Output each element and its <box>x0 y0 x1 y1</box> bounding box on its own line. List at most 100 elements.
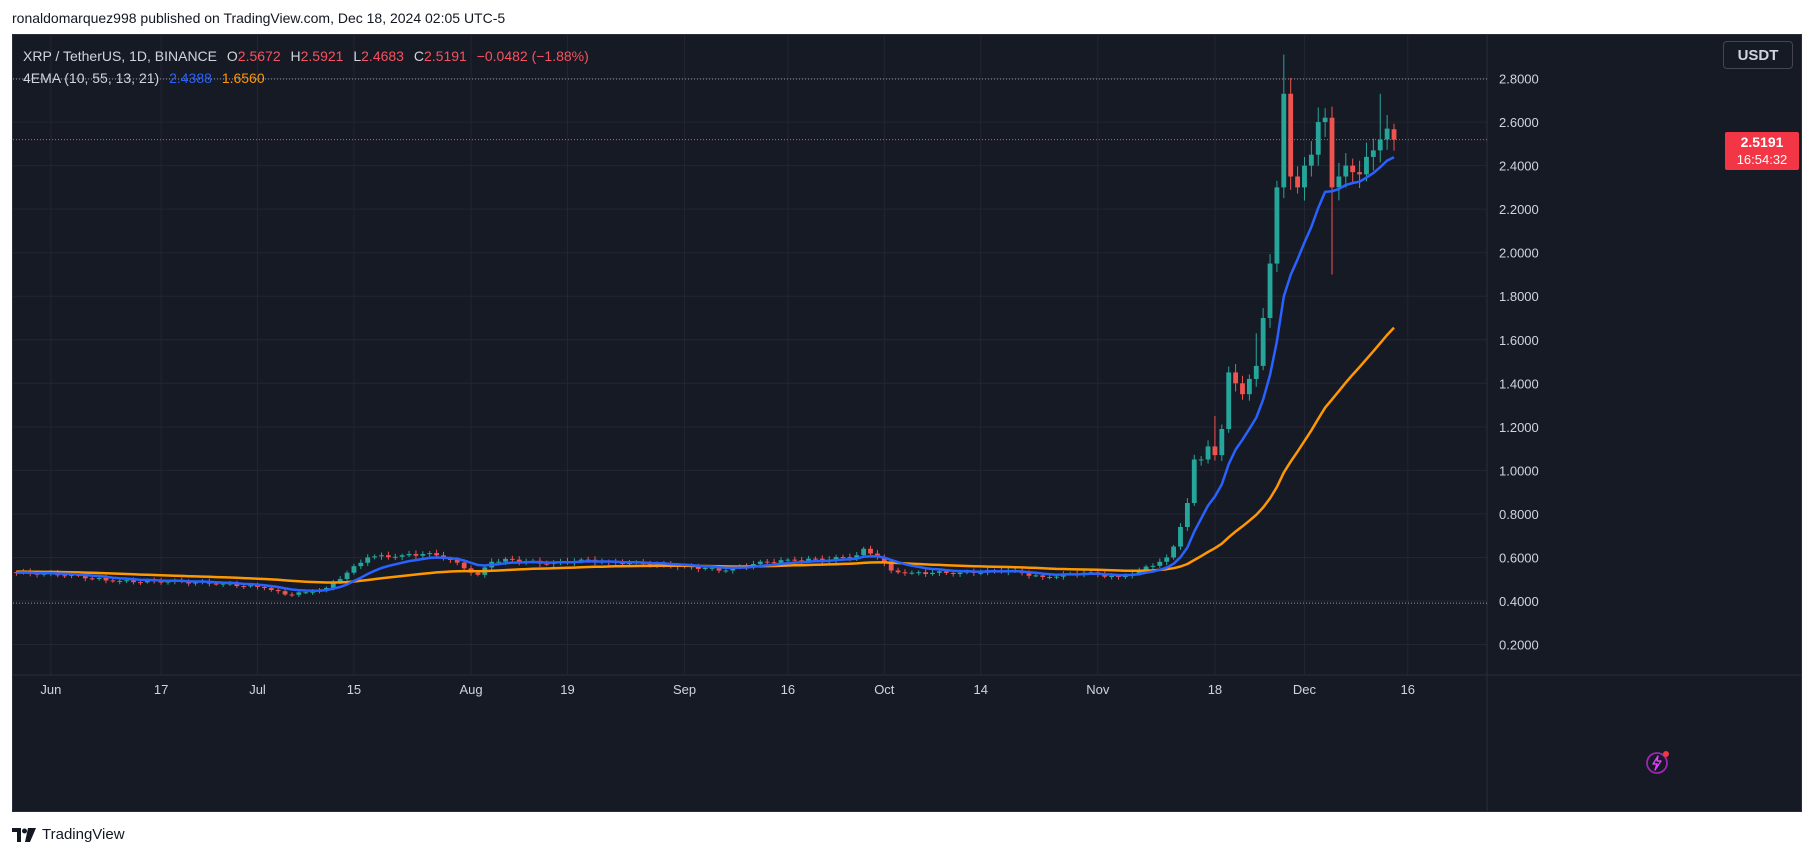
chart-panel[interactable]: 0.2000 0.4000 0.6000 0.8000 1.0000 1.2000 1.40… <box>12 34 1802 812</box>
candle-body <box>1054 576 1059 578</box>
candle-body <box>847 557 853 559</box>
candle-body <box>1281 93 1287 188</box>
candle-body <box>220 583 226 585</box>
candle-body <box>461 562 467 569</box>
time-axis-label: 14 <box>974 682 988 697</box>
candle-body <box>1315 122 1321 155</box>
candle-body <box>261 586 267 588</box>
symbol-label[interactable]: XRP / TetherUS, 1D, BINANCE <box>23 48 217 64</box>
candle-body <box>771 562 777 564</box>
published-header: ronaldomarquez998 published on TradingVi… <box>12 10 506 26</box>
candle-body <box>392 556 398 558</box>
candle-body <box>544 563 550 565</box>
candle-body <box>248 585 254 587</box>
candle-body <box>702 567 708 570</box>
candle-body <box>833 557 839 560</box>
candle-body <box>1033 575 1039 577</box>
candle-body <box>1391 129 1397 140</box>
candle-body <box>757 561 763 564</box>
candle-body <box>406 553 412 556</box>
candle-body <box>1233 372 1239 384</box>
currency-button[interactable]: USDT <box>1723 41 1793 69</box>
candle-body <box>806 558 811 561</box>
candle-body <box>110 580 116 582</box>
candle-body <box>1370 150 1376 157</box>
price-axis-label: 1.0000 <box>1499 463 1539 478</box>
candle-body <box>1116 576 1121 578</box>
candle-body <box>1157 561 1163 566</box>
candle-body <box>854 555 860 558</box>
candle-body <box>117 580 123 582</box>
candle-body <box>1226 372 1232 430</box>
candle-body <box>978 572 984 574</box>
price-chart[interactable]: 0.2000 0.4000 0.6000 0.8000 1.0000 1.2000 1.40… <box>13 35 1802 812</box>
candle-body <box>1143 566 1149 571</box>
candle-body <box>647 563 653 566</box>
time-axis-label: 16 <box>1401 682 1415 697</box>
time-axis-label: Jul <box>249 682 266 697</box>
lightning-icon[interactable] <box>1645 749 1671 775</box>
candle-body <box>902 572 908 574</box>
indicator-row[interactable]: 4EMA (10, 55, 13, 21) 2.4388 1.6560 <box>23 67 589 89</box>
candle-body <box>1040 575 1046 578</box>
candle-body <box>379 555 384 557</box>
time-axis-label: 19 <box>560 682 574 697</box>
price-axis-label: 2.8000 <box>1499 72 1539 87</box>
candle-body <box>957 572 963 575</box>
candle-body <box>165 581 171 583</box>
candle-body <box>296 592 302 595</box>
open-value: 2.5672 <box>237 48 281 64</box>
candle-body <box>716 567 722 571</box>
tradingview-logo-icon <box>12 827 36 842</box>
candle-body <box>1205 446 1211 460</box>
candle-body <box>131 580 136 583</box>
candle-body <box>1171 546 1177 558</box>
time-axis-label: Jun <box>40 682 61 697</box>
candle-body <box>695 567 701 570</box>
ema-fast-line <box>16 156 1395 592</box>
candle-body <box>1377 139 1383 151</box>
indicator-label[interactable]: 4EMA (10, 55, 13, 21) <box>23 70 160 86</box>
candle-body <box>186 581 192 584</box>
time-axis-label: Oct <box>874 682 895 697</box>
candle-body <box>516 559 522 563</box>
candle-body <box>1267 263 1273 318</box>
candle-body <box>103 577 109 581</box>
price-axis-label: 1.4000 <box>1499 376 1539 391</box>
candle-body <box>420 554 426 556</box>
time-axis-label: Dec <box>1293 682 1317 697</box>
candle-body <box>1329 117 1335 188</box>
candle-body <box>1253 365 1259 379</box>
candle-body <box>840 557 846 559</box>
candle-body <box>1212 446 1218 456</box>
candle-body <box>255 585 260 587</box>
candle-body <box>1302 165 1307 188</box>
price-axis-label: 0.2000 <box>1499 638 1539 653</box>
tradingview-brand[interactable]: TradingView <box>12 826 125 843</box>
candle-body <box>1109 576 1115 578</box>
candle-body <box>1164 557 1170 562</box>
candle-body <box>344 572 350 580</box>
time-axis-label: 18 <box>1208 682 1222 697</box>
candle-body <box>447 558 453 560</box>
change-value: −0.0482 (−1.88%) <box>476 48 589 64</box>
time-axis-label: Aug <box>459 682 482 697</box>
candle-body <box>881 557 887 564</box>
bar-countdown: 16:54:32 <box>1736 151 1788 167</box>
ema-slow-value: 1.6560 <box>221 70 265 86</box>
price-axis-label: 0.6000 <box>1499 550 1539 565</box>
candle-body <box>868 548 873 554</box>
candle-body <box>1178 526 1183 547</box>
candle-body <box>861 548 867 556</box>
candle-body <box>950 572 956 575</box>
candle-body <box>1295 176 1300 188</box>
candle-body <box>124 580 130 582</box>
candle-body <box>1047 576 1053 578</box>
price-axis-label: 2.2000 <box>1499 202 1539 217</box>
candle-body <box>213 583 219 585</box>
candle-body <box>351 566 357 573</box>
candle-body <box>813 558 818 560</box>
candle-body <box>1198 459 1204 461</box>
candle-body <box>82 575 88 579</box>
low-value: 2.4683 <box>361 48 404 64</box>
